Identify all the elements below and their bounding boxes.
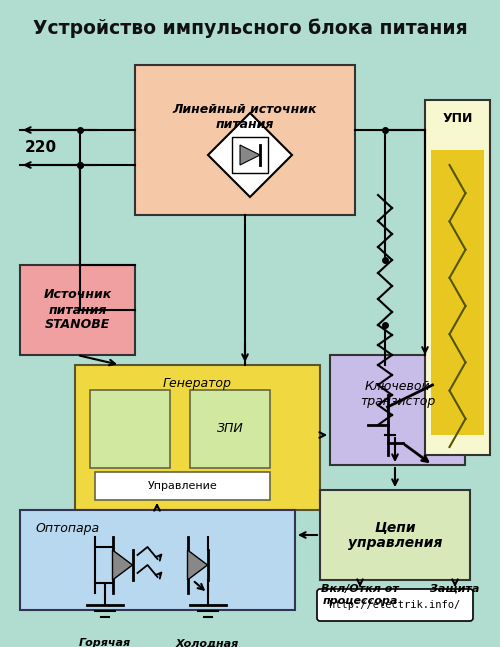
Text: http://electrik.info/: http://electrik.info/ <box>330 600 460 610</box>
Polygon shape <box>112 550 132 580</box>
FancyBboxPatch shape <box>317 589 473 621</box>
Text: Горячая
земля: Горячая земля <box>78 638 130 647</box>
Bar <box>95 472 270 500</box>
Text: ЗПИ: ЗПИ <box>216 422 244 435</box>
Text: УПИ: УПИ <box>442 111 472 124</box>
Bar <box>190 390 270 468</box>
Text: Вкл/Откл от
процессора: Вкл/Откл от процессора <box>321 584 399 606</box>
Bar <box>20 265 135 355</box>
Bar <box>75 365 320 510</box>
Polygon shape <box>232 137 268 173</box>
Text: Источник
питания
STANOBE: Источник питания STANOBE <box>44 289 112 331</box>
Bar <box>20 510 295 610</box>
Text: Цепи
управления: Цепи управления <box>348 520 442 550</box>
Polygon shape <box>240 145 260 165</box>
Polygon shape <box>208 113 292 197</box>
Text: 220: 220 <box>25 140 57 155</box>
Text: Защита: Защита <box>430 584 480 594</box>
Text: Управление: Управление <box>148 481 218 491</box>
Text: Ключевой
транзистор: Ключевой транзистор <box>360 380 435 408</box>
Text: Оптопара: Оптопара <box>35 522 99 535</box>
Bar <box>90 390 170 468</box>
Polygon shape <box>188 550 208 580</box>
Text: Генератор: Генератор <box>163 377 232 390</box>
Bar <box>330 355 465 465</box>
Bar <box>135 65 355 215</box>
Text: Устройство импульсного блока питания: Устройство импульсного блока питания <box>32 18 468 38</box>
Text: Холодная
земля: Холодная земля <box>176 638 239 647</box>
Text: Линейный источник
питания: Линейный источник питания <box>173 103 318 131</box>
Bar <box>320 490 470 580</box>
Bar <box>431 150 484 435</box>
Bar <box>425 100 490 455</box>
